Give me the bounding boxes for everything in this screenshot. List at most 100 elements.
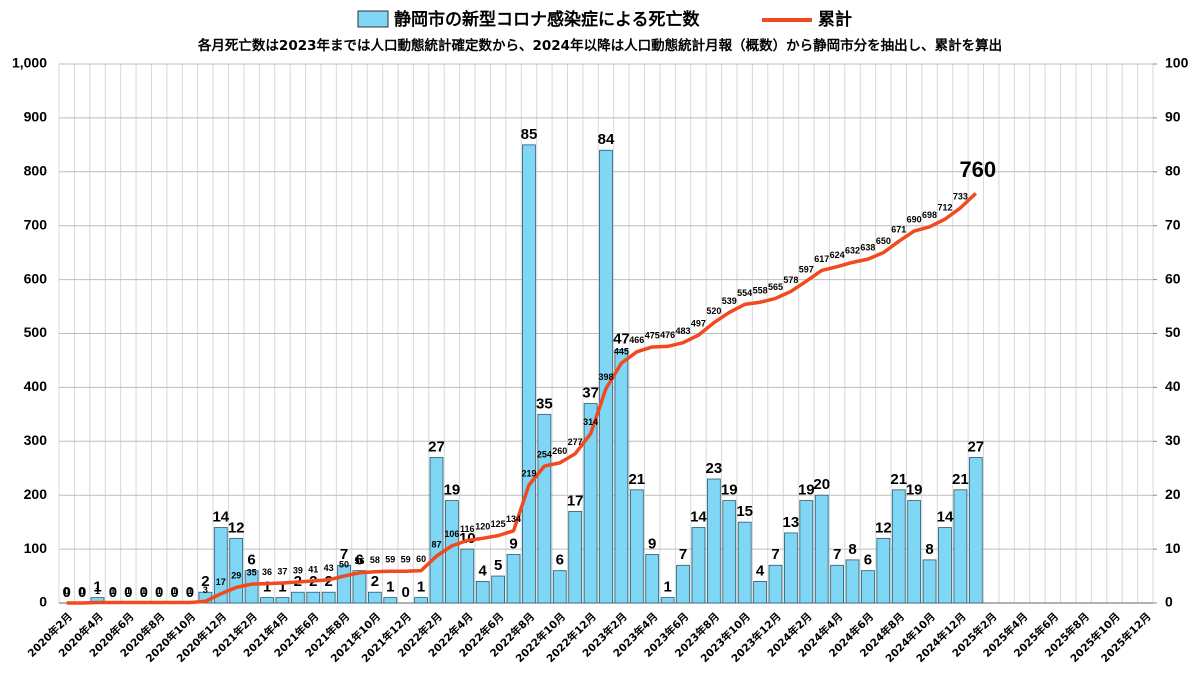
- bar-label: 13: [783, 514, 800, 531]
- line-label: 698: [922, 210, 937, 220]
- legend-label: 静岡市の新型コロナ感染症による死亡数: [394, 9, 700, 30]
- bar: [784, 532, 798, 604]
- line-label: 475: [645, 330, 660, 340]
- bar: [968, 457, 983, 604]
- line-label: 219: [521, 468, 536, 478]
- bar: [506, 554, 521, 604]
- bar: [337, 564, 351, 604]
- bar: [445, 500, 459, 604]
- line-label: 1: [187, 586, 192, 596]
- bar: [460, 548, 475, 604]
- bar-label: 6: [355, 552, 363, 569]
- bar-label: 19: [906, 482, 923, 499]
- y2-tick-label: 10: [1165, 540, 1181, 556]
- bar-label: 19: [798, 482, 815, 499]
- line-label: 578: [783, 275, 798, 285]
- y-tick-label: 900: [24, 109, 48, 125]
- y-tick-label: 200: [24, 486, 48, 502]
- line-label: 3: [203, 585, 208, 595]
- bar: [891, 489, 906, 604]
- bar: [753, 581, 767, 604]
- line-label: 733: [953, 191, 968, 201]
- bar-label: 27: [967, 438, 984, 455]
- bar: [922, 559, 937, 604]
- line-label: 260: [552, 446, 567, 456]
- bar-label: 9: [648, 535, 656, 552]
- bar: [213, 527, 228, 604]
- bar: [645, 554, 660, 604]
- line-label: 1: [110, 586, 115, 596]
- bar: [429, 457, 444, 604]
- bar-label: 19: [721, 482, 738, 499]
- y2-tick-label: 100: [1165, 55, 1189, 71]
- line-label: 650: [876, 236, 891, 246]
- bar: [938, 527, 952, 604]
- bar: [568, 510, 583, 604]
- line-label: 483: [676, 326, 691, 336]
- bar: [383, 597, 398, 604]
- y2-tick-label: 60: [1165, 270, 1181, 286]
- line-label: 125: [491, 519, 506, 529]
- bar-label: 0: [155, 584, 163, 601]
- line-label: 60: [416, 554, 426, 564]
- y-tick-label: 500: [24, 324, 48, 340]
- line-label: 29: [231, 571, 241, 581]
- bar-label: 19: [444, 482, 461, 499]
- line-label: 254: [537, 449, 552, 459]
- bar-label: 6: [247, 552, 255, 569]
- bar-label: 7: [340, 546, 348, 563]
- line-label: 314: [583, 417, 598, 427]
- line-label: 1: [126, 586, 131, 596]
- bar-label: 8: [848, 541, 856, 558]
- bar: [768, 564, 783, 604]
- y2-tick-label: 0: [1165, 594, 1173, 610]
- line-label: 39: [293, 565, 303, 575]
- bar-label: 5: [494, 557, 502, 574]
- bar: [368, 591, 382, 604]
- bar-label: 14: [212, 509, 229, 526]
- bar: [321, 591, 336, 604]
- bar: [691, 527, 706, 604]
- bar-label: 15: [736, 503, 753, 520]
- bar-label: 0: [78, 584, 86, 601]
- bar: [583, 403, 598, 604]
- bar: [861, 570, 875, 604]
- line-label: 520: [706, 306, 721, 316]
- bar: [306, 591, 321, 604]
- y-tick-label: 100: [24, 540, 48, 556]
- bar-label: 0: [124, 584, 132, 601]
- bar: [552, 570, 567, 604]
- legend-label: 累計: [818, 9, 852, 30]
- bar-label: 47: [613, 331, 630, 348]
- bar-label: 35: [536, 395, 553, 412]
- bar-label: 21: [952, 471, 969, 488]
- bar-label: 1: [278, 579, 286, 596]
- bar: [260, 597, 274, 604]
- bar-label: 2: [371, 573, 379, 590]
- bar-label: 21: [890, 471, 907, 488]
- y-tick-label: 400: [24, 378, 48, 394]
- bar-label: 7: [833, 546, 841, 563]
- line-label: 1: [172, 586, 177, 596]
- line-label: 597: [799, 265, 814, 275]
- legend-swatch: [357, 10, 389, 28]
- line-label: 398: [598, 372, 613, 382]
- y2-tick-label: 70: [1165, 216, 1181, 232]
- bar-label: 4: [479, 562, 488, 579]
- y-tick-label: 0: [39, 594, 47, 610]
- bar: [830, 564, 844, 604]
- bar: [290, 591, 305, 604]
- bar-label: 7: [679, 546, 687, 563]
- bar-label: 9: [509, 535, 517, 552]
- y2-tick-label: 80: [1165, 163, 1181, 179]
- bar-label: 0: [140, 584, 148, 601]
- y-tick-label: 600: [24, 270, 48, 286]
- line-label: 87: [431, 539, 441, 549]
- bar-label: 0: [170, 584, 178, 601]
- bar: [845, 559, 860, 604]
- line-label: 36: [262, 567, 272, 577]
- line-label: 1: [141, 586, 146, 596]
- line-label: 35: [247, 568, 257, 578]
- bar-label: 20: [813, 476, 830, 493]
